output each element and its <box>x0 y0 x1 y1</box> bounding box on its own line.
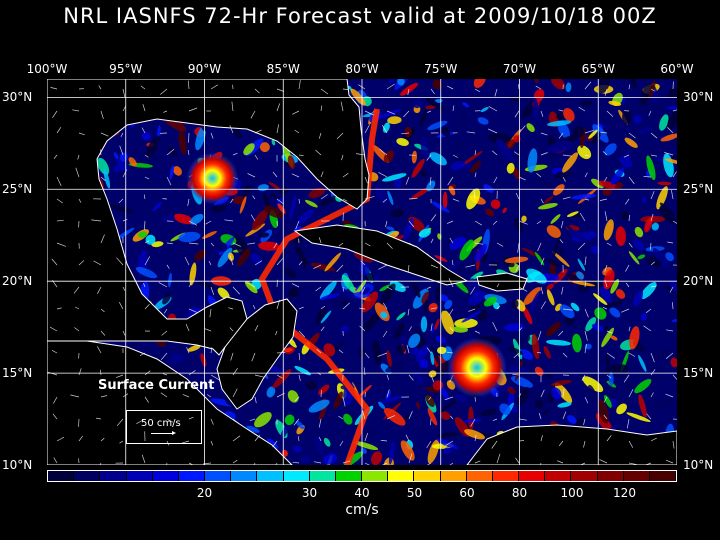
current-map-svg <box>47 79 677 465</box>
colorbar-segment <box>649 471 677 481</box>
lon-label: 90°W <box>187 62 222 76</box>
lon-label: 65°W <box>581 62 615 76</box>
lat-label: 20°N <box>683 274 714 289</box>
land-cuba <box>293 224 469 286</box>
colorbar-tick-label: 40 <box>354 486 370 500</box>
lon-label: 60°W <box>660 62 694 76</box>
land-north-america <box>47 79 370 356</box>
colorbar-segment <box>231 471 258 481</box>
colorbar-segment <box>152 471 179 481</box>
colorbar-segment <box>309 471 336 481</box>
lon-label: 95°W <box>109 62 143 76</box>
lon-label: 100°W <box>26 62 68 76</box>
map-title: NRL IASNFS 72-Hr Forecast valid at 2009/… <box>63 4 657 28</box>
colorbar-segment <box>362 471 389 481</box>
lat-label: 20°N <box>2 274 33 289</box>
caribbean-eddy <box>446 337 507 398</box>
land-yucatan <box>216 298 298 410</box>
colorbar-tick-label: 80 <box>511 486 528 500</box>
colorbar-segment <box>414 471 441 481</box>
lat-label: 25°N <box>683 182 714 197</box>
reference-vector-box: 50 cm/s <box>126 410 202 444</box>
colorbar-segment <box>545 471 572 481</box>
reference-vector-label: 50 cm/s <box>141 418 181 429</box>
colorbar-tick-label: 100 <box>560 486 584 500</box>
colorbar-tick-label: 50 <box>406 486 423 500</box>
current-jet <box>258 108 380 465</box>
colorbar-segment <box>623 471 650 481</box>
colorbar-tick-label: 30 <box>301 486 318 500</box>
lat-label: 30°N <box>683 90 714 105</box>
colorbar-segment <box>597 471 624 481</box>
colorbar-segment <box>205 471 232 481</box>
colorbar-segment <box>100 471 127 481</box>
colorbar-tick-label: 20 <box>196 486 213 500</box>
colorbar-tick-label: 60 <box>459 486 475 500</box>
colorbar-segment <box>571 471 598 481</box>
lat-label: 10°N <box>683 458 714 472</box>
colorbar-tick-label: 120 <box>613 486 636 500</box>
lat-label: 15°N <box>683 366 714 381</box>
loop-current-eddy <box>186 152 239 205</box>
colorbar <box>47 470 677 482</box>
lat-label: 30°N <box>2 90 33 105</box>
colorbar-segment <box>440 471 467 481</box>
colorbar-segment <box>48 471 75 481</box>
colorbar-segment <box>257 471 284 481</box>
lat-label: 10°N <box>2 458 33 472</box>
lon-label: 80°W <box>345 62 379 76</box>
legend-label: Surface Current <box>98 378 215 393</box>
current-vectors <box>47 80 677 465</box>
colorbar-segment <box>492 471 520 481</box>
colorbar-segment <box>74 471 101 481</box>
lat-lon-grid <box>47 79 677 465</box>
land-central-america <box>47 340 293 465</box>
colorbar-segment <box>388 471 415 481</box>
colorbar-segment <box>466 471 493 481</box>
colorbar-unit: cm/s <box>345 502 379 518</box>
lon-label: 85°W <box>266 62 300 76</box>
lon-label: 75°W <box>424 62 458 76</box>
colorbar-segment <box>335 471 363 481</box>
reference-arrow-icon <box>151 431 176 435</box>
lat-label: 25°N <box>2 182 33 197</box>
colorbar-segment <box>178 471 206 481</box>
lon-label: 70°W <box>502 62 537 76</box>
colorbar-segment <box>283 471 310 481</box>
colorbar-segment <box>519 471 546 481</box>
colorbar-segment <box>126 471 153 481</box>
lat-label: 15°N <box>2 366 33 381</box>
current-map <box>47 79 677 465</box>
